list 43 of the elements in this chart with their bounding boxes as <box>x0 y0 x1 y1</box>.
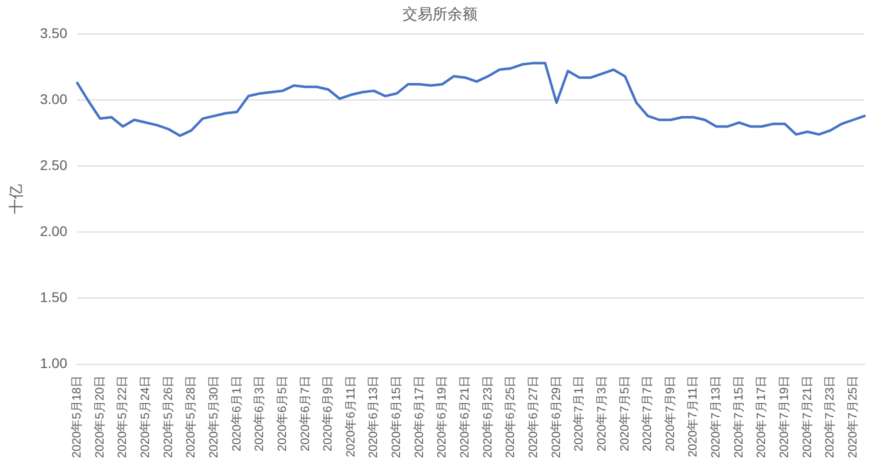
x-tick-label: 2020年6月15日 <box>389 375 404 458</box>
x-tick-label: 2020年7月25日 <box>846 375 860 458</box>
y-tick-label: 2.50 <box>40 156 68 173</box>
y-tick-label: 3.50 <box>40 24 68 41</box>
x-tick-label: 2020年6月19日 <box>434 375 449 458</box>
y-tick-label: 2.00 <box>40 223 68 240</box>
x-tick-label: 2020年5月18日 <box>70 375 84 458</box>
x-tick-label: 2020年6月1日 <box>229 375 244 452</box>
x-tick-label: 2020年7月11日 <box>686 375 700 458</box>
x-tick-label: 2020年7月19日 <box>777 375 792 458</box>
x-tick-label: 2020年7月17日 <box>754 375 768 458</box>
x-tick-label: 2020年6月5日 <box>274 375 289 452</box>
x-tick-label: 2020年7月15日 <box>731 375 746 458</box>
x-tick-label: 2020年7月1日 <box>572 375 586 452</box>
y-tick-label: 3.00 <box>40 90 68 107</box>
y-tick-label: 1.00 <box>40 355 68 372</box>
x-tick-label: 2020年7月13日 <box>708 375 723 458</box>
x-tick-label: 2020年7月9日 <box>662 375 677 452</box>
x-tick-label: 2020年5月24日 <box>138 375 152 458</box>
x-tick-label: 2020年6月27日 <box>526 375 540 458</box>
x-tick-label: 2020年6月9日 <box>320 375 335 452</box>
x-tick-label: 2020年7月21日 <box>800 375 814 458</box>
x-tick-label: 2020年6月7日 <box>298 375 312 452</box>
x-tick-label: 2020年7月23日 <box>822 375 837 458</box>
x-tick-label: 2020年6月3日 <box>252 375 266 452</box>
y-axis-title: 十亿 <box>8 184 26 214</box>
x-tick-label: 2020年7月5日 <box>617 375 632 452</box>
chart-title: 交易所余额 <box>402 6 478 24</box>
x-tick-label: 2020年7月3日 <box>594 375 608 452</box>
x-tick-label: 2020年5月26日 <box>160 375 175 458</box>
x-tick-label: 2020年6月17日 <box>412 375 426 458</box>
x-tick-label: 2020年6月29日 <box>548 375 563 458</box>
y-tick-label: 1.50 <box>40 289 68 306</box>
x-tick-label: 2020年6月25日 <box>503 375 518 458</box>
x-tick-label: 2020年6月13日 <box>366 375 380 458</box>
x-tick-label: 2020年7月7日 <box>640 375 654 452</box>
x-tick-label: 2020年5月28日 <box>184 375 198 458</box>
x-tick-label: 2020年5月20日 <box>92 375 106 458</box>
x-tick-label: 2020年5月22日 <box>115 375 130 458</box>
x-tick-label: 2020年6月21日 <box>458 375 472 458</box>
x-tick-label: 2020年6月23日 <box>480 375 494 458</box>
x-tick-label: 2020年5月30日 <box>206 375 220 458</box>
x-tick-label: 2020年6月11日 <box>343 375 358 458</box>
